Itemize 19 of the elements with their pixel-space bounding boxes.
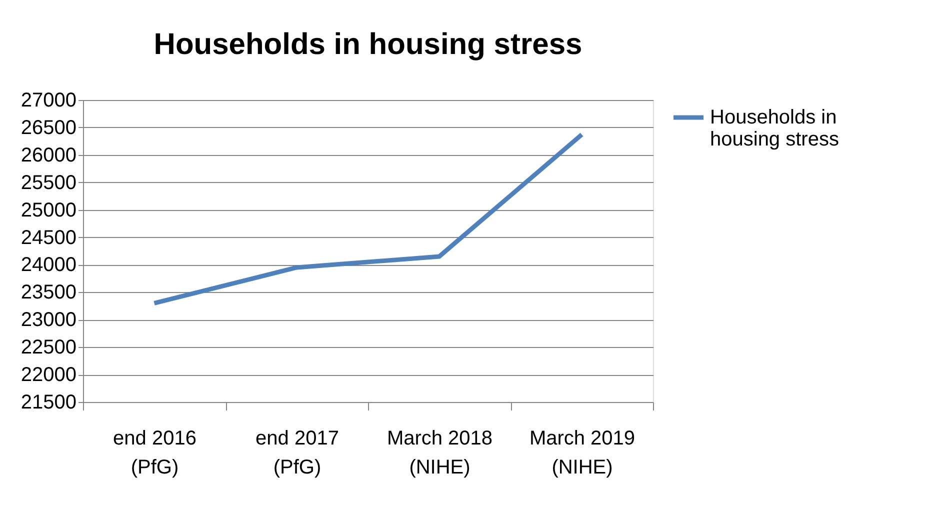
legend-label: Households in housing stress: [710, 106, 839, 150]
y-tick-label: 26000: [20, 144, 76, 166]
chart-title: Households in housing stress: [154, 28, 582, 61]
y-tick-label: 23500: [20, 282, 76, 304]
y-tick-label: 25500: [20, 172, 76, 194]
line-series: [152, 132, 584, 306]
x-tick-label: March 2019 (NIHE): [529, 428, 636, 478]
x-tick-label: end 2016 (PfG): [113, 428, 196, 478]
y-tick-label: 24500: [20, 226, 76, 249]
x-tick-label: end 2017 (PfG): [256, 428, 339, 478]
y-tick-label: 24000: [20, 254, 76, 276]
y-tick-label: 22000: [20, 364, 76, 386]
y-tick-label: 27000: [20, 90, 76, 112]
y-tick-label: 21500: [20, 392, 76, 414]
y-tick-label: 25000: [20, 199, 76, 222]
y-tick-label: 23000: [20, 309, 76, 332]
y-tick-label: 22500: [20, 336, 76, 359]
y-tick-label: 26500: [20, 116, 76, 139]
x-tick-label: March 2018 (NIHE): [386, 428, 493, 478]
